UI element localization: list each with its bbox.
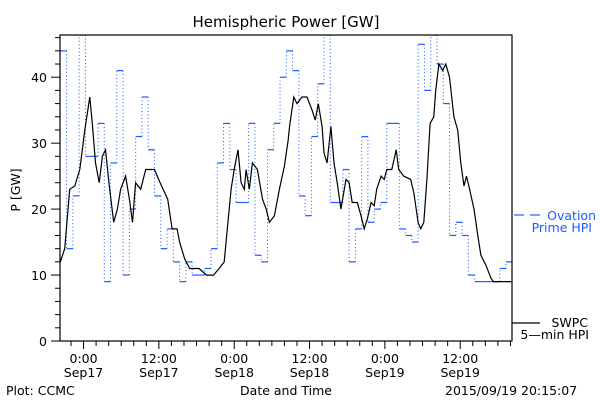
x-tick-date-label: Sep19 <box>365 365 405 380</box>
x-tick-date-label: Sep18 <box>290 365 330 380</box>
ovation-series <box>60 35 512 283</box>
plot-frame <box>59 34 513 342</box>
x-tick-date-label: Sep18 <box>214 365 254 380</box>
legend-ovation-label-2: Prime HPI <box>532 220 592 235</box>
chart-title: Hemispheric Power [GW] <box>193 13 380 31</box>
y-tick-label: 20 <box>31 202 47 217</box>
x-tick-time-label: 0:00 <box>371 351 399 366</box>
y-tick-label: 0 <box>39 334 47 349</box>
y-tick-label: 40 <box>31 70 47 85</box>
legend-swpc-label-1: SWPC <box>551 315 588 330</box>
series-layer <box>60 35 512 283</box>
x-tick-time-label: 0:00 <box>70 351 98 366</box>
x-tick-time-label: 12:00 <box>442 351 478 366</box>
x-tick-time-label: 12:00 <box>141 351 177 366</box>
y-tick-label: 10 <box>31 268 47 283</box>
x-tick-time-label: 12:00 <box>292 351 328 366</box>
plot-area <box>60 35 512 283</box>
plot-timestamp: 2015/09/19 20:15:07 <box>445 383 577 398</box>
y-axis-label: P [GW] <box>8 168 23 211</box>
x-tick-time-label: 0:00 <box>220 351 248 366</box>
legend-swpc-label-2: 5—min HPI <box>520 327 589 342</box>
swpc-line <box>60 62 512 283</box>
x-axis-label: Date and Time <box>240 383 332 398</box>
axes-layer: 0102030400:00Sep1712:00Sep170:00Sep1812:… <box>31 34 513 380</box>
legend-ovation-label-1: Ovation <box>547 208 596 223</box>
x-tick-date-label: Sep17 <box>64 365 103 380</box>
x-tick-date-label: Sep19 <box>440 365 480 380</box>
y-tick-label: 30 <box>31 136 47 151</box>
x-tick-date-label: Sep17 <box>139 365 178 380</box>
plot-credit: Plot: CCMC <box>6 383 75 398</box>
legend: Ovation Prime HPI SWPC 5—min HPI <box>512 208 596 342</box>
